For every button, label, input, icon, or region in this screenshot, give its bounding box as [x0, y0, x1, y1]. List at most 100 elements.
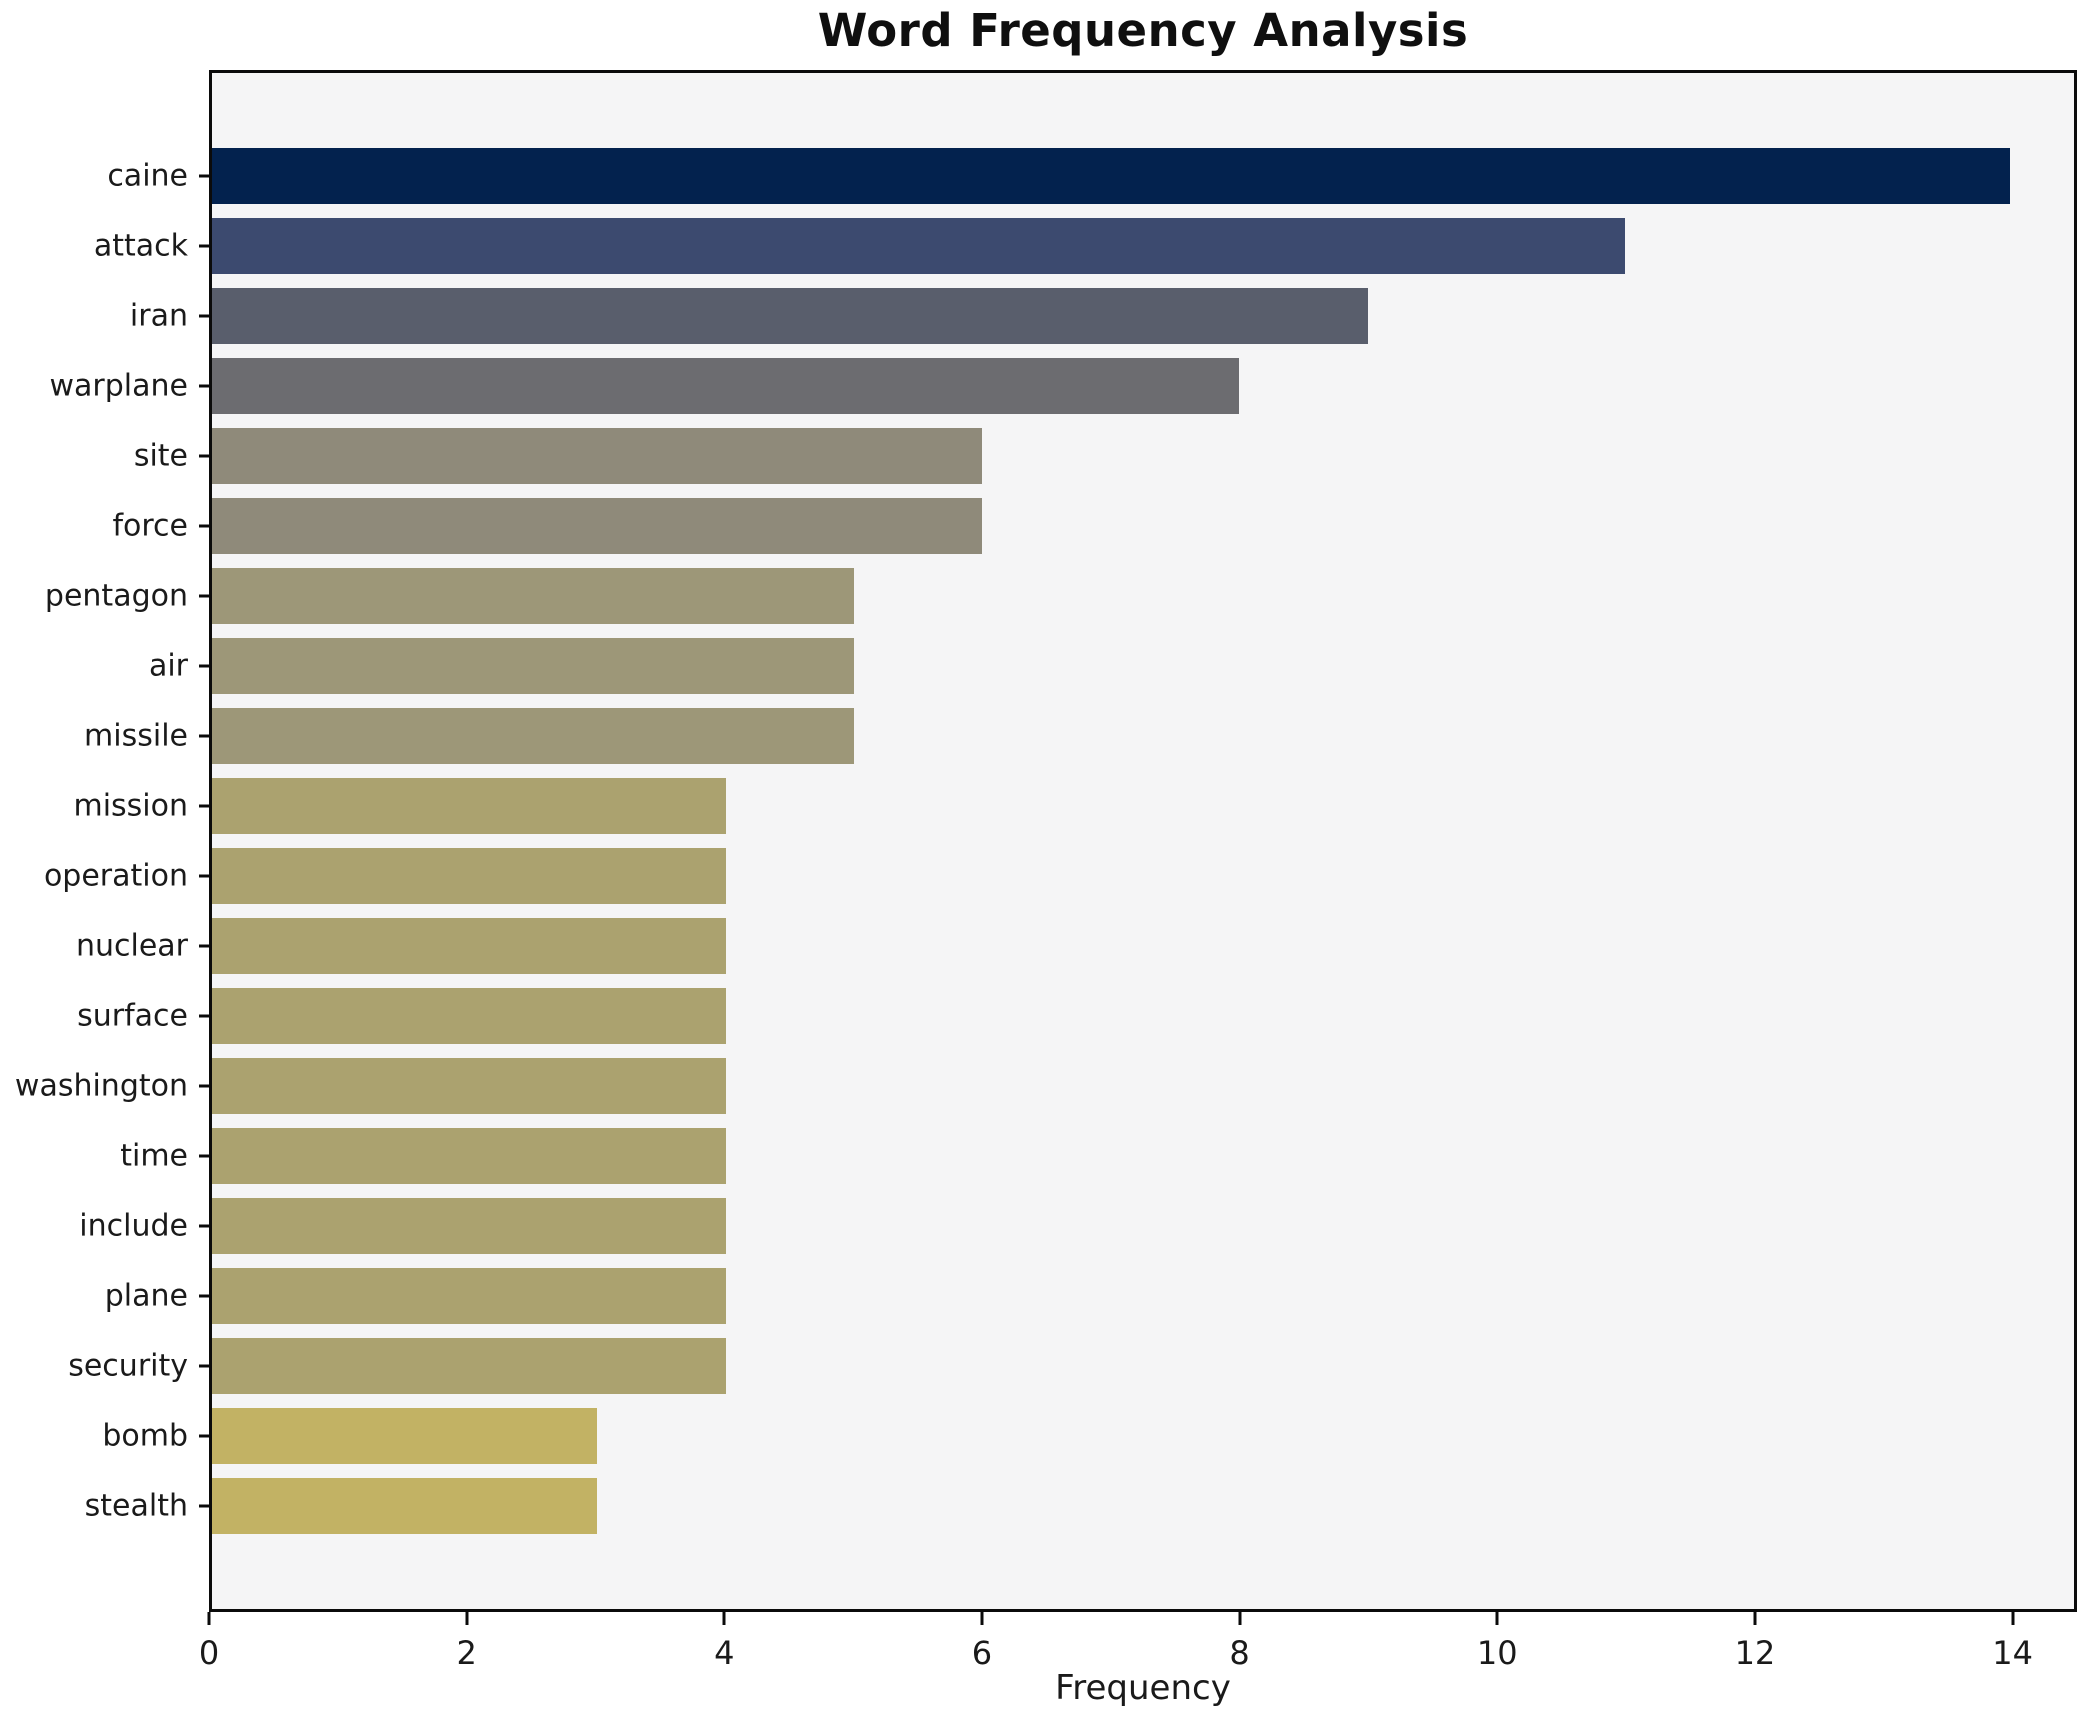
bar-time — [212, 1128, 726, 1184]
x-tick-label-2: 2 — [456, 1634, 477, 1672]
y-tick-mark — [199, 1294, 212, 1298]
y-tick-label-plane: plane — [104, 1278, 188, 1314]
x-tick-mark — [207, 1612, 211, 1625]
y-tick-label-surface: surface — [77, 998, 188, 1034]
bar-row-force: force — [112, 491, 2074, 561]
bar-row-bomb: bomb — [102, 1401, 2074, 1471]
y-tick-label-bomb: bomb — [102, 1418, 188, 1454]
x-tick-label-8: 8 — [1229, 1634, 1250, 1672]
bar-row-stealth: stealth — [85, 1471, 2074, 1541]
bar-row-washington: washington — [15, 1051, 2074, 1121]
bar-row-time: time — [120, 1121, 2074, 1191]
y-tick-label-attack: attack — [93, 228, 188, 264]
y-tick-mark — [199, 664, 212, 668]
bar-row-operation: operation — [44, 841, 2074, 911]
x-tick-mark — [2011, 1612, 2015, 1625]
y-tick-label-stealth: stealth — [84, 1488, 188, 1524]
x-tick-mark — [980, 1612, 984, 1625]
bar-row-missile: missile — [84, 701, 2074, 771]
y-tick-label-pentagon: pentagon — [44, 578, 188, 614]
x-tick-label-6: 6 — [971, 1634, 993, 1672]
bar-row-surface: surface — [77, 981, 2074, 1051]
bar-operation — [212, 848, 726, 904]
bar-washington — [212, 1058, 726, 1114]
y-tick-mark — [199, 174, 212, 178]
x-tick-label-0: 0 — [198, 1634, 220, 1672]
y-tick-label-site: site — [133, 438, 188, 474]
y-tick-label-iran: iran — [129, 298, 188, 334]
y-tick-label-time: time — [120, 1138, 188, 1174]
bar-bomb — [212, 1408, 598, 1464]
y-tick-mark — [199, 594, 212, 598]
x-tick-label-4: 4 — [714, 1634, 735, 1672]
y-tick-label-warplane: warplane — [49, 368, 189, 404]
x-tick-label-10: 10 — [1476, 1634, 1518, 1672]
x-tick-mark — [1753, 1612, 1757, 1625]
y-tick-label-air: air — [148, 648, 188, 684]
y-tick-label-missile: missile — [84, 718, 188, 754]
y-tick-mark — [199, 314, 212, 318]
bar-row-pentagon: pentagon — [45, 561, 2074, 631]
y-tick-label-nuclear: nuclear — [75, 928, 188, 964]
plot-area: caine attack iran warplane site force pentagon… — [15, 70, 2077, 1612]
y-tick-label-force: force — [112, 508, 188, 544]
bar-rows-container: caine attack iran warplane site force pentagon… — [15, 73, 2074, 1609]
y-tick-mark — [199, 1084, 212, 1088]
x-tick-label-14: 14 — [1992, 1634, 2033, 1672]
bar-stealth — [212, 1478, 598, 1534]
bar-row-iran: iran — [130, 281, 2074, 351]
y-tick-label-caine: caine — [107, 158, 188, 194]
bar-row-mission: mission — [73, 771, 2074, 841]
bar-warplane — [212, 358, 1240, 414]
bar-security — [212, 1338, 726, 1394]
y-tick-label-security: security — [68, 1348, 188, 1384]
bar-row-plane: plane — [105, 1261, 2074, 1331]
y-tick-mark — [199, 734, 212, 738]
x-tick-label-12: 12 — [1734, 1634, 1776, 1672]
x-tick-mark — [1495, 1612, 1499, 1625]
bar-row-air: air — [149, 631, 2074, 701]
bar-air — [212, 638, 855, 694]
bar-row-security: security — [68, 1331, 2074, 1401]
bar-site — [212, 428, 983, 484]
y-tick-mark — [199, 874, 212, 878]
y-tick-mark — [199, 384, 212, 388]
y-tick-mark — [199, 944, 212, 948]
bar-row-include: include — [79, 1191, 2074, 1261]
bar-iran — [212, 288, 1368, 344]
y-tick-label-washington: washington — [14, 1068, 188, 1104]
y-tick-mark — [199, 1014, 212, 1018]
y-tick-label-mission: mission — [73, 788, 188, 824]
y-tick-mark — [199, 804, 212, 808]
y-tick-mark — [199, 244, 212, 248]
bar-row-nuclear: nuclear — [76, 911, 2074, 981]
y-tick-mark — [199, 1224, 212, 1228]
x-axis-title: Frequency — [1055, 1668, 1231, 1708]
bar-row-site: site — [134, 421, 2074, 491]
x-tick-mark — [1238, 1612, 1242, 1625]
bar-include — [212, 1198, 726, 1254]
y-tick-mark — [199, 1364, 212, 1368]
bar-attack — [212, 218, 1625, 274]
bar-caine — [212, 148, 2010, 204]
bar-missile — [212, 708, 855, 764]
bar-row-caine: caine — [107, 141, 2074, 211]
bar-pentagon — [212, 568, 855, 624]
y-tick-label-operation: operation — [43, 858, 188, 894]
y-tick-mark — [199, 1154, 212, 1158]
bar-row-attack: attack — [94, 211, 2074, 281]
bar-mission — [212, 778, 726, 834]
bar-surface — [212, 988, 726, 1044]
bar-nuclear — [212, 918, 726, 974]
bar-plane — [212, 1268, 726, 1324]
y-tick-mark — [199, 1434, 212, 1438]
x-tick-mark — [722, 1612, 726, 1625]
x-tick-mark — [465, 1612, 469, 1625]
bar-row-warplane: warplane — [50, 351, 2074, 421]
chart-title: Word Frequency Analysis — [817, 4, 1469, 57]
y-tick-mark — [199, 524, 212, 528]
y-tick-mark — [199, 454, 212, 458]
y-tick-label-include: include — [79, 1208, 188, 1244]
bar-force — [212, 498, 983, 554]
